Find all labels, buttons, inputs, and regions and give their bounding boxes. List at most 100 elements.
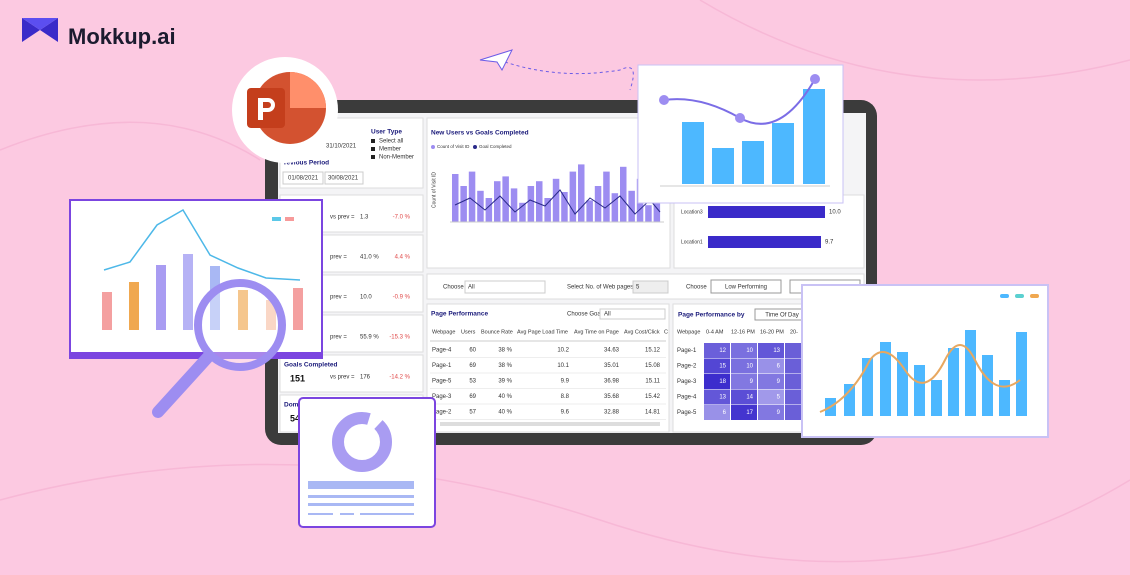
trend-bar <box>603 171 610 222</box>
trend-bar <box>552 178 560 222</box>
heatmap-value: 17 <box>746 410 753 416</box>
heatmap-header: 16-20 PM <box>760 329 784 335</box>
kpi-compare: vs prev = <box>330 215 355 221</box>
heatmap-cell <box>758 405 784 420</box>
heatmap-cell <box>704 358 730 374</box>
table-cell: 35.68 <box>604 394 620 400</box>
kpi-change: -14.2 % <box>389 375 410 381</box>
button[interactable] <box>710 279 782 294</box>
trend-bar <box>536 181 543 222</box>
trend-bar <box>527 186 535 222</box>
heatmap-cell <box>785 405 802 420</box>
dashboard: 31/10/2021 revious Period 01/08/2021 30/… <box>279 117 865 433</box>
choose-label: Choose <box>443 285 464 291</box>
heatmap-cell <box>785 389 802 405</box>
trend-bar <box>653 198 661 222</box>
heatmap-cell <box>758 389 784 405</box>
pages-input[interactable] <box>632 280 669 294</box>
trend-bar <box>578 164 585 222</box>
heatmap-value: 5 <box>777 395 781 401</box>
kpi-compare: prev = <box>330 255 347 261</box>
table-cell: 38 % <box>498 363 512 369</box>
heatmap-value: 12 <box>719 348 726 354</box>
kpi-prev: 1.3 <box>360 215 369 221</box>
heatmap-cell <box>704 405 730 420</box>
location-panel <box>673 194 865 269</box>
kpi-change: -15.3 % <box>389 335 410 341</box>
table-cell: 10.1 <box>557 363 569 369</box>
table-cell: 9.9 <box>561 379 570 385</box>
table-header: Avg Cost/Click <box>624 329 660 335</box>
kpi-compare: vs prev = <box>330 375 355 381</box>
option-label: Member <box>379 147 401 153</box>
location-value: 10.0 <box>829 210 841 216</box>
dropdown[interactable] <box>599 308 666 320</box>
heatmap-header: 20- <box>790 329 798 335</box>
table-cell: 8.8 <box>561 394 570 400</box>
legend-label: Count of Visit ID <box>437 144 470 149</box>
kpi-prev: 10.0 <box>360 295 372 301</box>
table-header: Users <box>461 329 476 335</box>
heatmap-value: 18 <box>719 379 726 385</box>
table-cell: 69 <box>469 363 476 369</box>
heatmap-value: 9 <box>777 379 781 385</box>
donut <box>332 412 392 472</box>
table-cell: 57 <box>469 410 476 416</box>
heatmap-cell <box>758 343 784 358</box>
heatmap-cell <box>731 343 757 358</box>
heatmap-value: 14 <box>746 395 753 401</box>
kpi-prev: 176 <box>360 375 371 381</box>
choose-value: All <box>468 285 475 291</box>
trend-bar <box>620 166 627 222</box>
overlays <box>69 57 1049 528</box>
user-type-title: User Type <box>371 129 402 136</box>
brand: Mokkup.ai <box>68 24 176 49</box>
table-cell: 39 % <box>498 379 512 385</box>
card-accent <box>70 352 322 358</box>
location-bar <box>708 206 825 218</box>
location-label: Location1 <box>681 239 703 245</box>
heatmap-header: Webpage <box>677 329 700 335</box>
kpi-compare: prev = <box>330 295 347 301</box>
kpi-change: -0.9 % <box>393 295 411 301</box>
table-cell: 15.12 <box>645 348 661 354</box>
y-axis-label: Count of Visit ID <box>431 172 437 208</box>
pages-label: Select No. of Web pages <box>567 285 633 291</box>
heatmap-cell <box>731 389 757 405</box>
heatmap-value: 6 <box>777 364 781 370</box>
legend-dot <box>473 145 477 149</box>
legend-label: Goal Completed <box>479 144 512 149</box>
heatmap-cell <box>704 374 730 389</box>
trend-bar <box>645 205 652 222</box>
heatmap-cell <box>758 374 784 389</box>
table-title: Page Performance <box>431 311 488 318</box>
trend-bar <box>544 198 551 222</box>
dropdown[interactable] <box>464 280 546 294</box>
card-line <box>103 208 301 281</box>
heatmap-value: 10 <box>746 348 753 354</box>
card-legend <box>272 217 281 221</box>
date-box <box>324 171 364 185</box>
trend-bar <box>519 202 526 222</box>
trend-bar <box>460 186 467 222</box>
table-cell: Page-1 <box>432 363 452 369</box>
heatmap-mode: Time Of Day <box>765 313 798 319</box>
table-cell: 38 % <box>498 348 512 354</box>
kpi-value: 151 <box>290 373 305 383</box>
kpi-compare: prev = <box>330 335 347 341</box>
heatmap-header: 12-16 PM <box>731 329 755 335</box>
heatmap-cell <box>785 374 802 389</box>
table-cell: 32.88 <box>604 410 620 416</box>
table-cell: 69 <box>469 394 476 400</box>
date-end: 31/10/2021 <box>326 144 357 150</box>
checkbox <box>371 147 375 151</box>
pages-value: 5 <box>636 285 640 291</box>
kpi-value: 54 <box>290 413 300 423</box>
card-line <box>819 344 1021 413</box>
table-cell: 15.11 <box>645 379 660 385</box>
prev-end: 30/08/2021 <box>328 176 359 182</box>
table-cell: 10.2 <box>557 348 569 354</box>
trend-bar <box>594 186 602 222</box>
trend-bar <box>502 176 509 222</box>
ppt-letter <box>258 98 275 120</box>
